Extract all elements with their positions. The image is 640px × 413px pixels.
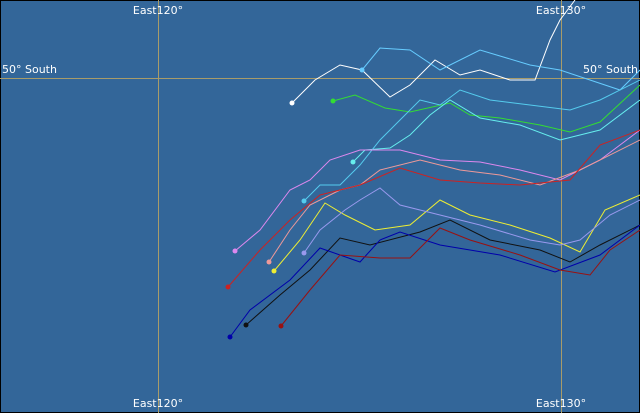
track bbox=[245, 219, 640, 326]
track bbox=[303, 79, 640, 202]
start-point bbox=[278, 323, 284, 329]
start-point bbox=[225, 284, 231, 290]
start-point bbox=[350, 159, 356, 165]
start-point bbox=[289, 100, 295, 106]
track bbox=[361, 47, 640, 91]
start-point bbox=[232, 248, 238, 254]
track bbox=[273, 194, 640, 272]
start-point bbox=[271, 268, 277, 274]
track bbox=[332, 84, 640, 133]
track bbox=[291, 0, 576, 104]
track bbox=[303, 187, 640, 254]
start-point bbox=[227, 334, 233, 340]
longitude-label: East120° bbox=[133, 4, 183, 17]
track bbox=[280, 227, 640, 327]
track-starts bbox=[225, 67, 365, 340]
longitude-label: East130° bbox=[536, 4, 586, 17]
track bbox=[227, 129, 640, 288]
start-point bbox=[359, 67, 365, 73]
start-point bbox=[266, 259, 272, 265]
latitude-label: 50° South bbox=[583, 63, 638, 76]
latitude-label: 50° South bbox=[2, 63, 57, 76]
track bbox=[229, 224, 640, 338]
tracks bbox=[227, 0, 640, 338]
start-point bbox=[243, 322, 249, 328]
longitude-label: East130° bbox=[536, 397, 586, 410]
start-point bbox=[330, 98, 336, 104]
track bbox=[234, 129, 640, 252]
start-point bbox=[301, 250, 307, 256]
longitude-label: East120° bbox=[133, 397, 183, 410]
track bbox=[352, 99, 640, 163]
start-point bbox=[301, 198, 307, 204]
